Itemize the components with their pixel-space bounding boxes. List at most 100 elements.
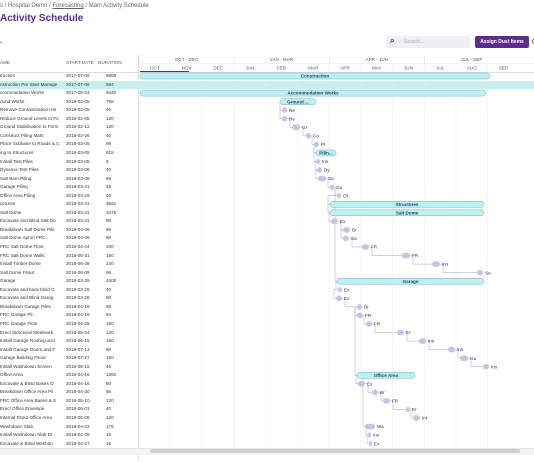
table-row[interactable]: Construct Piling Mats 2018-02-26 40 xyxy=(0,132,534,140)
table-row[interactable]: nstruction Pre Start Manage 2017-07-06 584 xyxy=(0,80,534,89)
table-row[interactable]: Office Area 2018-04-16 1392 xyxy=(0,371,534,379)
table-row[interactable]: Install Timber Dome 2018-06-28 240 xyxy=(0,260,534,268)
dependency-link xyxy=(365,383,372,393)
table-row[interactable]: Washdown Slab 2018-04-23 176 xyxy=(0,423,534,431)
table-row[interactable]: FRC Office Area Bases & S 2018-05-10 120 xyxy=(0,397,534,405)
column-header-start-date[interactable]: START DATE xyxy=(66,60,94,65)
table-row[interactable]: Place Subbase to Roads & C 2018-03-05 96 xyxy=(0,140,534,148)
row-name: Place Subbase to Roads & C xyxy=(0,141,60,147)
row-name: Salt Dome Fitout xyxy=(0,269,35,275)
table-row[interactable]: FRC Garage Floor 2018-04-25 160 xyxy=(0,320,534,328)
table-row[interactable]: Breakdown Garage Piles 2018-04-16 36 xyxy=(0,303,534,311)
table-row[interactable]: Erect Office Envelope 2018-06-01 40 xyxy=(0,405,534,413)
table-row[interactable]: Excavate and back blind G 2018-03-29 40 xyxy=(0,286,534,294)
row-duration: 96 xyxy=(106,226,112,232)
row-name: Breakdown Office Area Pil xyxy=(0,389,54,395)
dependency-link xyxy=(455,349,460,359)
row-start-date: 2018-04-30 xyxy=(66,389,90,395)
table-row[interactable]: ing to Structures 2018-03-05 615 xyxy=(0,149,534,157)
bar-label: Gr xyxy=(302,125,308,130)
table-row[interactable]: FRC Garage Pit 2018-04-16 64 xyxy=(0,311,534,319)
table-row[interactable]: Salt Barn Piling 2018-03-06 88 xyxy=(0,175,534,183)
column-header-name[interactable]: AME xyxy=(0,60,10,65)
bar-label: Int xyxy=(422,416,428,421)
table-row[interactable]: truction 2017-07-06 9888 xyxy=(0,72,534,80)
row-name: Office Area Piling xyxy=(0,192,36,198)
bar-label: Pilin... xyxy=(319,151,333,156)
settings-icon[interactable]: ⚙ xyxy=(531,37,534,46)
table-row[interactable]: Excavate and Blind Garag 2018-03-28 80 xyxy=(0,294,534,302)
row-duration: 16 xyxy=(106,432,112,438)
dependency-link xyxy=(410,409,413,419)
bar-label: Re xyxy=(289,116,295,121)
grid-divider[interactable] xyxy=(138,55,139,460)
row-start-date: 2018-03-21 xyxy=(66,218,90,224)
row-start-date: 2018-04-25 xyxy=(66,432,90,438)
row-duration: 120 xyxy=(106,415,114,420)
table-row[interactable]: Garage Piling 2018-03-21 48 xyxy=(0,183,534,191)
table-row[interactable]: Remove Contamination Hot 2018-02-05 40 xyxy=(0,106,534,114)
table-row[interactable]: Install Garage Roofing and 2018-06-15 160 xyxy=(0,337,534,345)
task-bar xyxy=(338,286,342,293)
table-row[interactable]: Reduce Ground Levels to Fo 2018-02-05 120 xyxy=(0,115,534,123)
breadcrumb-link-forecasting[interactable]: Forecasting xyxy=(52,3,84,9)
table-row[interactable]: FRC Salt Dome Walls 2018-05-31 160 xyxy=(0,252,534,260)
table-row[interactable]: Dynamic Test Piles 2018-03-06 40 xyxy=(0,166,534,174)
task-bar xyxy=(306,133,311,139)
table-row[interactable]: Install Washdown Screen 2018-08-16 40 xyxy=(0,363,534,371)
table-row[interactable]: Ground Stabilisation to Form 2018-02-12 12… xyxy=(0,123,534,131)
row-start-date: 2018-03-28 xyxy=(66,295,90,301)
search-box[interactable]: ⌕ Search... xyxy=(386,36,470,48)
table-row[interactable]: ound Works 2018-02-05 768 xyxy=(0,98,534,106)
task-bar xyxy=(413,415,420,421)
table-row[interactable]: Garage 2018-03-29 3400 xyxy=(0,277,534,285)
task-bar xyxy=(366,321,372,327)
row-duration: 80 xyxy=(106,295,112,301)
table-row[interactable]: Excavate & Blind Bases O 2018-04-16 80 xyxy=(0,380,534,388)
table-row[interactable]: Breakdown Office Area Pil 2018-04-30 56 xyxy=(0,388,534,396)
table-row[interactable]: Install Washdown Slab Dr 2018-04-25 16 xyxy=(0,431,534,439)
row-duration: 80 xyxy=(106,218,112,224)
task-bar xyxy=(358,381,365,387)
table-row[interactable]: Excavate and Blind Salt Do 2018-03-21 80 xyxy=(0,217,534,225)
table-row[interactable]: Breakdown Salt Dome Pile 2018-04-06 96 xyxy=(0,226,534,234)
row-start-date: 2018-03-05 xyxy=(66,158,90,164)
dependency-link xyxy=(426,340,448,350)
table-row[interactable]: Salt Dome Apron FRC 2018-04-06 80 xyxy=(0,234,534,242)
task-bar xyxy=(317,167,322,173)
table-row[interactable]: Install Garage Doors and F 2018-07-13 80 xyxy=(0,346,534,354)
search-input[interactable]: Search... xyxy=(404,39,425,45)
row-start-date: 2018-03-21 xyxy=(66,209,90,215)
table-row[interactable]: Salt Dome 2018-03-21 3475 xyxy=(0,209,534,217)
table-row[interactable]: Internal Fitout Office Area 2018-06-08 120 xyxy=(0,414,534,422)
task-bar xyxy=(448,346,455,353)
table-row[interactable]: Salt Dome Fitout 2018-08-09 96 xyxy=(0,269,534,277)
row-name: Excavate & Blind Bases O xyxy=(0,380,54,386)
table-row[interactable]: Install Test Piles 2018-03-05 8 xyxy=(0,158,534,166)
table-row[interactable]: Office Area Piling 2018-03-29 40 xyxy=(0,192,534,200)
row-name: Install Test Piles xyxy=(0,158,33,164)
table-row[interactable]: uctures 2018-03-21 3581 xyxy=(0,200,534,208)
row-start-date: 2018-03-06 xyxy=(66,175,90,181)
column-header-duration[interactable]: DURATION xyxy=(98,60,122,65)
row-duration: 120 xyxy=(106,397,114,403)
expand-columns-icon[interactable]: ‹ xyxy=(0,40,2,46)
horizontal-scrollbar-thumb[interactable] xyxy=(150,449,520,453)
table-row[interactable]: Garage Building Fitout 2018-07-27 160 xyxy=(0,354,534,362)
month-label: JUN xyxy=(404,66,413,71)
table-row[interactable]: Excavate & Blind Washdo 2018-04-27 16 xyxy=(0,440,534,448)
table-row[interactable]: FRC Salt Dome Floor 2018-04-24 200 xyxy=(0,243,534,251)
month-label: JAN xyxy=(246,66,255,71)
assign-dust-items-button[interactable]: Assign Dust Items xyxy=(475,36,529,48)
table-row[interactable]: ccommodation Works 2017-08-24 8440 xyxy=(0,89,534,97)
dependency-link xyxy=(326,178,330,188)
task-bar xyxy=(397,329,404,336)
summary-bar xyxy=(279,98,317,105)
row-start-date: 2018-04-16 xyxy=(66,380,90,386)
table-row[interactable]: Erect Structural Steelwork 2018-05-24 120 xyxy=(0,329,534,337)
row-start-date: 2018-06-28 xyxy=(66,261,90,267)
row-start-date: 2018-03-05 xyxy=(66,141,90,147)
bar-label: Office Area xyxy=(374,373,399,378)
row-duration: 584 xyxy=(106,81,114,87)
page-title: Activity Schedule xyxy=(0,13,84,24)
